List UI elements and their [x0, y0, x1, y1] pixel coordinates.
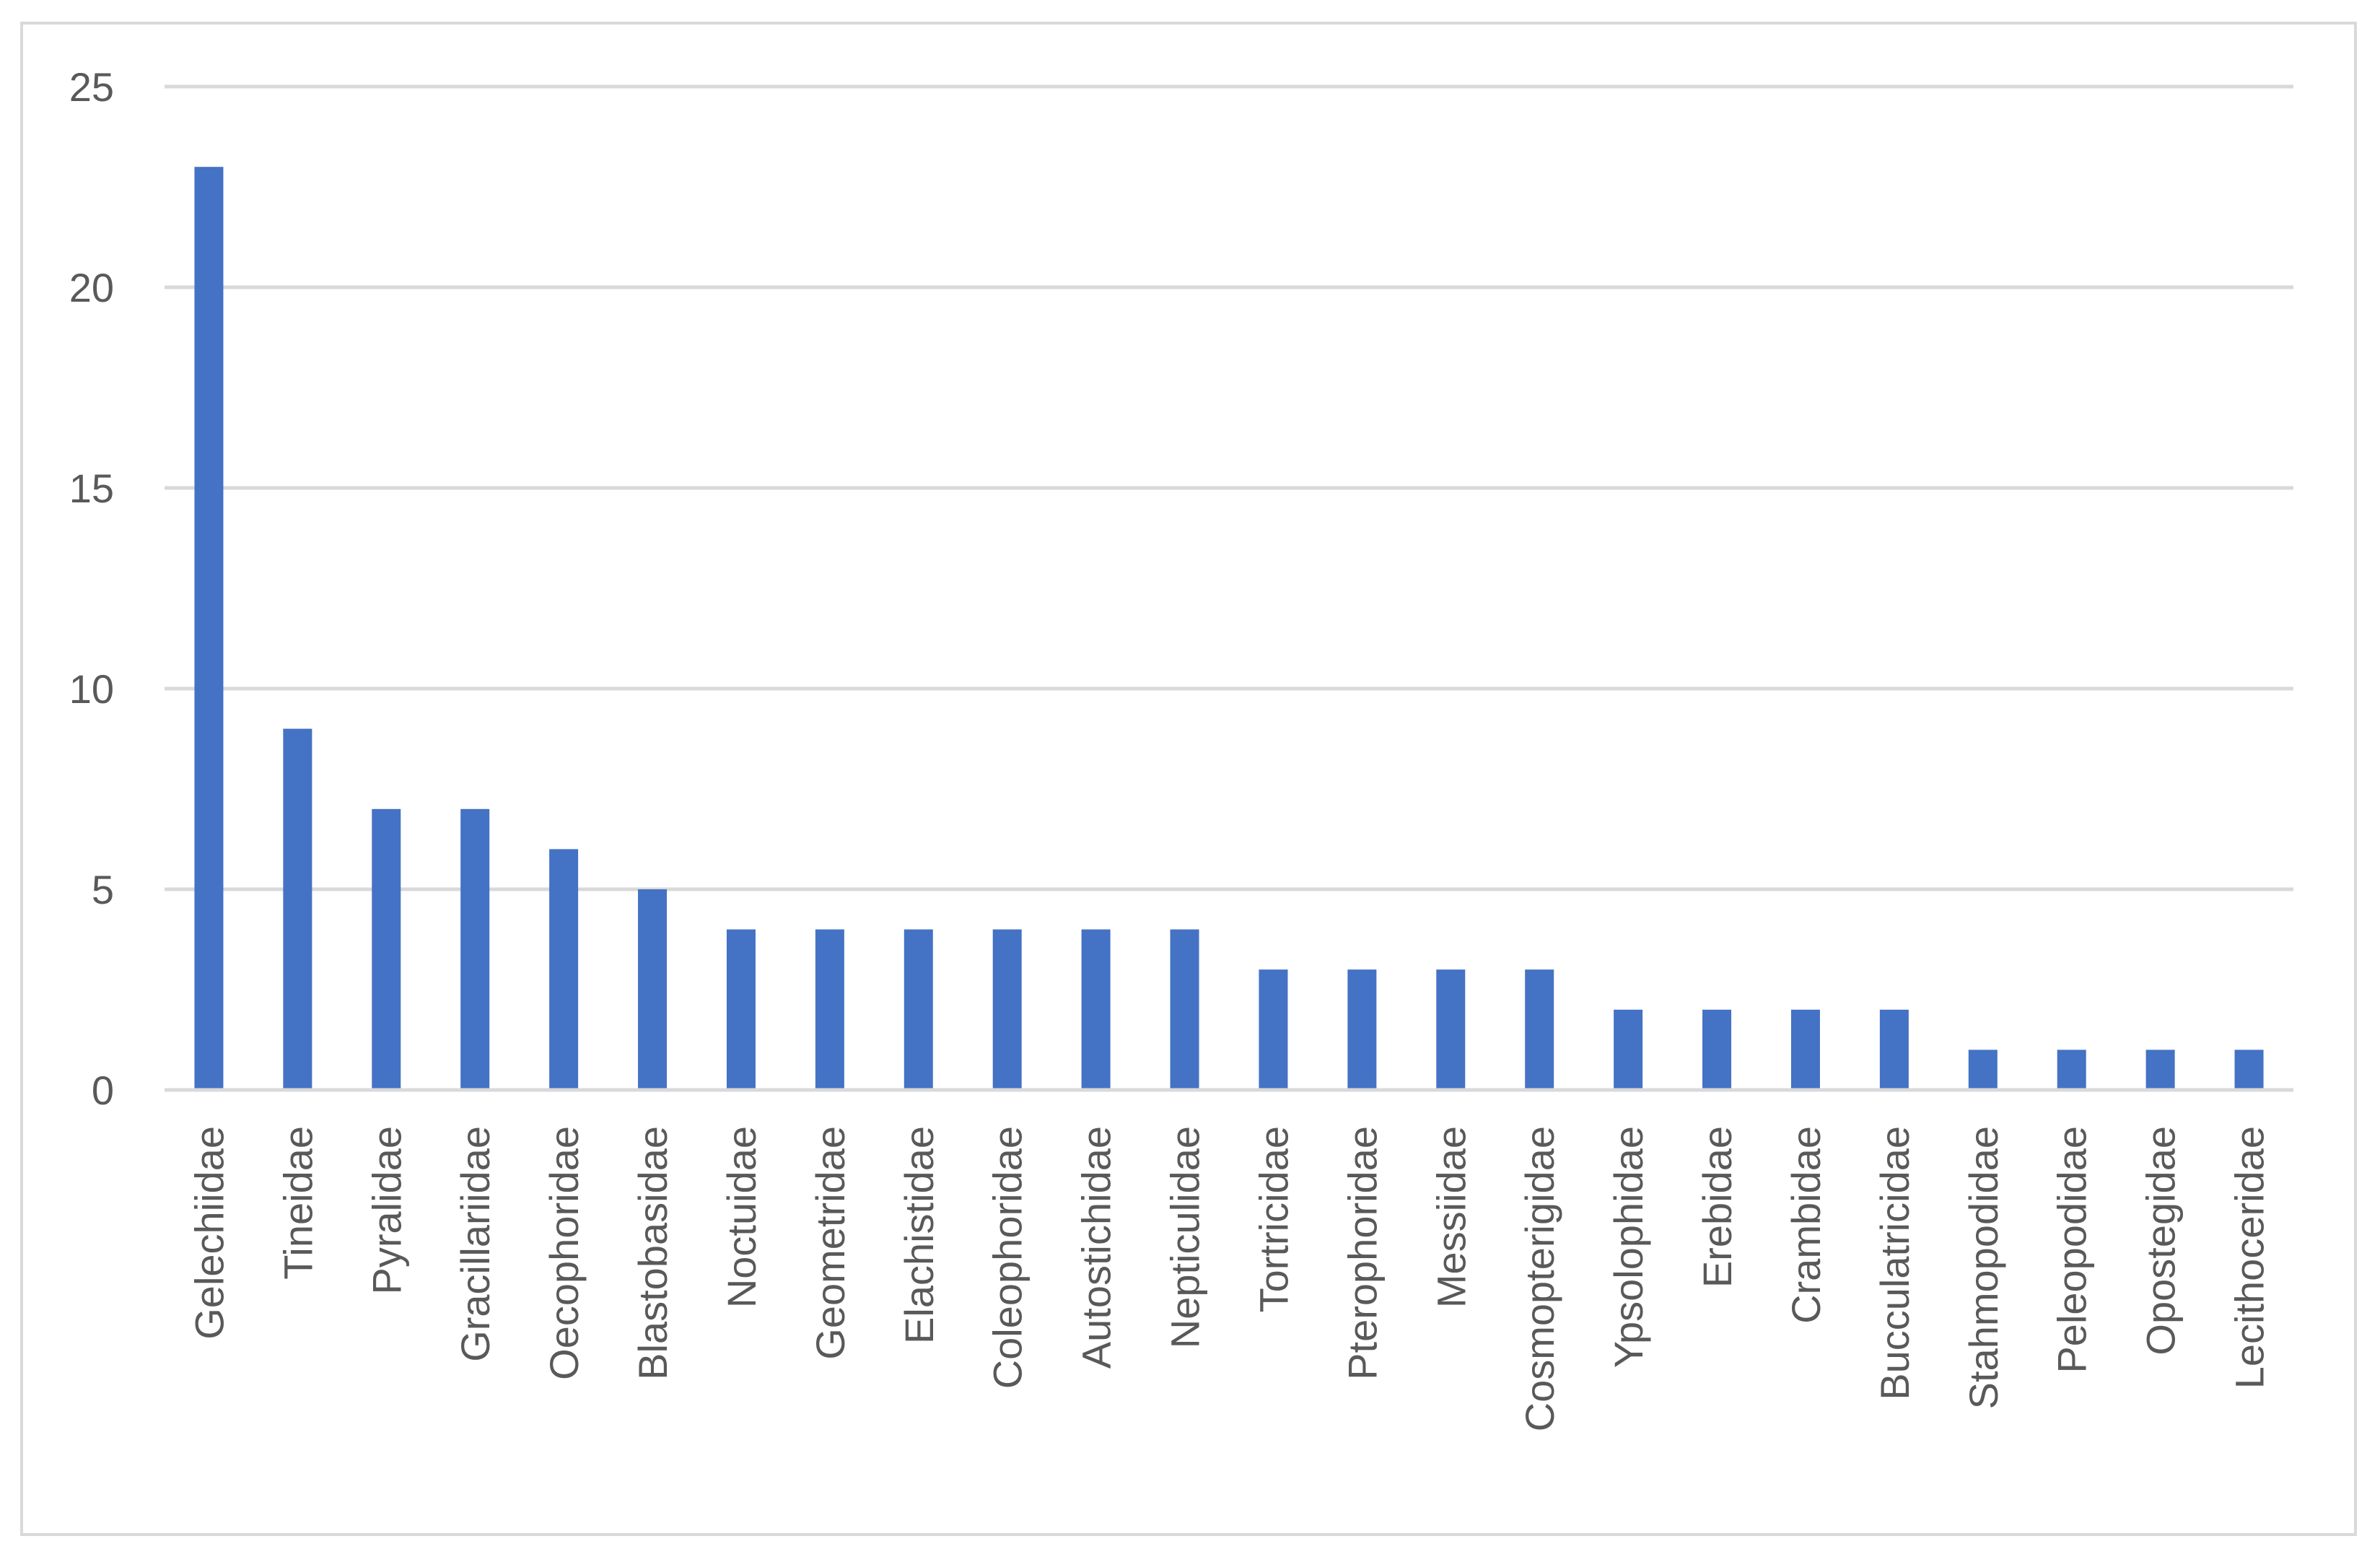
- bar-gracillariidae: [460, 808, 490, 1090]
- bar-messiidae: [1436, 969, 1466, 1090]
- y-axis-ticks: 0 5 10 15 20 25: [69, 64, 114, 1113]
- x-tick-label: Pterophoridae: [1339, 1126, 1385, 1380]
- bar-opostegidae: [2145, 1050, 2175, 1090]
- x-tick-label: Tortricidae: [1251, 1126, 1296, 1312]
- y-tick-label: 25: [69, 64, 114, 110]
- bars: [194, 167, 2264, 1091]
- bar-geometridae: [815, 929, 844, 1090]
- bar-noctuidae: [726, 929, 756, 1090]
- bar-cosmopterigidae: [1525, 969, 1554, 1090]
- bar-crambidae: [1790, 1009, 1820, 1090]
- x-tick-label: Blastobasidae: [630, 1126, 675, 1380]
- x-tick-label: Oecophoridae: [541, 1126, 587, 1380]
- x-tick-label: Ypsolophidae: [1606, 1126, 1651, 1368]
- y-tick-label: 5: [92, 867, 114, 912]
- bar-pterophoridae: [1347, 969, 1377, 1090]
- y-tick-label: 0: [92, 1068, 114, 1113]
- x-tick-label: Geometridae: [808, 1126, 853, 1360]
- x-tick-label: Lecithoceridae: [2227, 1126, 2272, 1389]
- x-tick-label: Nepticulidae: [1163, 1126, 1208, 1348]
- y-tick-label: 15: [69, 466, 114, 511]
- bar-pyralidae: [372, 808, 401, 1090]
- x-axis-ticks: Gelechiidae Tineidae Pyralidae Gracillariid…: [186, 1126, 2272, 1431]
- bar-stahmopodidae: [1968, 1050, 1998, 1090]
- x-tick-label: Messiidae: [1428, 1126, 1474, 1308]
- x-tick-label: Cosmopterigidae: [1517, 1126, 1562, 1431]
- bar-oecophoridae: [549, 849, 579, 1090]
- bar-coleophoridae: [992, 929, 1022, 1090]
- x-tick-label: Crambidae: [1783, 1126, 1829, 1324]
- x-tick-label: Erebidae: [1694, 1126, 1740, 1288]
- x-tick-label: Elachistidae: [896, 1126, 942, 1344]
- bar-elachistidae: [904, 929, 933, 1090]
- bar-tortricidae: [1259, 969, 1288, 1090]
- bar-peleopodidae: [2057, 1050, 2086, 1090]
- x-tick-label: Autostichidae: [1074, 1126, 1119, 1369]
- bar-nepticulidae: [1170, 929, 1199, 1090]
- x-tick-label: Stahmopodidae: [1961, 1126, 2006, 1409]
- bar-erebidae: [1702, 1009, 1732, 1090]
- bar-lecithoceridae: [2234, 1050, 2264, 1090]
- x-tick-label: Gracillariidae: [452, 1126, 498, 1362]
- bar-bucculatricidae: [1879, 1009, 1909, 1090]
- chart-frame: [20, 22, 2357, 1536]
- x-tick-label: Bucculatricidae: [1872, 1126, 1917, 1400]
- x-tick-label: Pyralidae: [364, 1126, 409, 1294]
- x-tick-label: Gelechiidae: [186, 1126, 232, 1340]
- bar-autostichidae: [1081, 929, 1111, 1090]
- y-tick-label: 20: [69, 265, 114, 310]
- x-tick-label: Opostegidae: [2138, 1126, 2184, 1356]
- x-tick-label: Noctuidae: [719, 1126, 764, 1308]
- bar-gelechiidae: [194, 167, 224, 1091]
- bar-tineidae: [283, 728, 312, 1090]
- gridlines: [165, 84, 2293, 891]
- x-tick-label: Peleopodidae: [2049, 1126, 2095, 1374]
- bar-blastobasidae: [638, 889, 668, 1090]
- y-tick-label: 10: [69, 666, 114, 712]
- x-tick-label: Coleophoridae: [985, 1126, 1031, 1389]
- bar-ypsolophidae: [1614, 1009, 1643, 1090]
- x-tick-label: Tineidae: [275, 1126, 320, 1280]
